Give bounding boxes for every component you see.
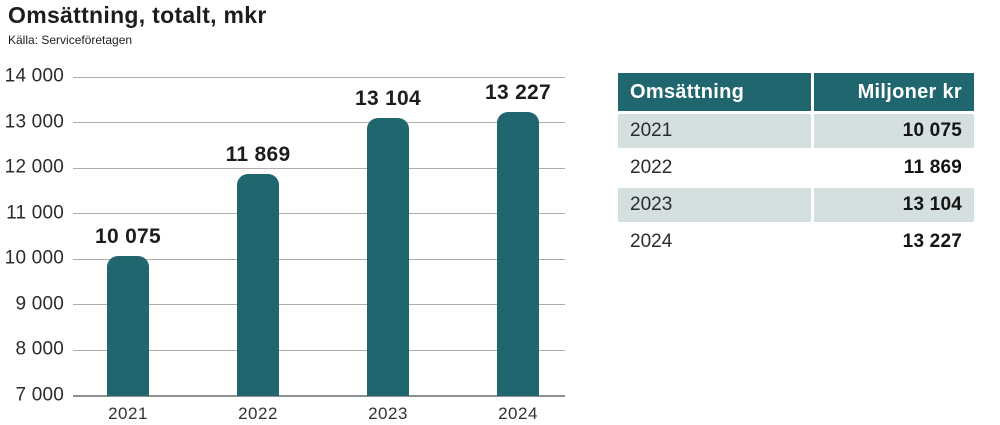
x-tick-label-2021: 2021 [108,404,148,423]
table-cell-year: 2023 [618,188,811,222]
data-table: Omsättning Miljoner kr 2021 10 075 2022 11 … [618,73,974,259]
table-cell-year: 2024 [630,231,673,252]
table-row-2023: 2023 13 104 [618,188,974,222]
y-tick-label: 9 000 [15,293,64,315]
table-header-miljoner-kr: Miljoner kr [814,73,974,111]
x-axis-baseline [73,394,565,397]
y-tick-label: 14 000 [4,65,64,87]
table-row-2024: 2024 13 227 [618,225,974,259]
gridline [73,167,565,169]
gridline [73,213,565,215]
page-title: Omsättning, totalt, mkr [8,2,267,28]
table-cell-value: 10 075 [814,114,974,148]
source-caption: Källa: Serviceföretagen [8,33,133,47]
table-cell-year: 2022 [630,157,673,178]
gridline [73,304,565,306]
bar-value-label-2022: 11 869 [225,143,291,167]
y-tick-label: 10 000 [4,247,64,269]
gridline [73,122,565,124]
y-tick-label: 11 000 [6,202,64,224]
bar-2024 [497,112,539,396]
y-tick-label: 12 000 [4,156,64,178]
column-divider [811,73,814,111]
x-axis: 2021 2022 2023 2024 [73,404,565,424]
x-tick-label-2024: 2024 [498,404,538,423]
column-divider [811,188,814,222]
bar-value-label-2023: 13 104 [354,86,422,110]
y-tick-label: 7 000 [15,384,64,406]
y-tick-label: 13 000 [4,111,64,133]
table-row-2021: 2021 10 075 [618,114,974,148]
gridline [73,349,565,351]
table-header-row: Omsättning Miljoner kr [618,73,974,111]
x-tick-label-2023: 2023 [368,404,408,423]
table-cell-value: 13 227 [902,231,962,252]
bar-value-label-2021: 10 075 [94,224,162,248]
bar-2023 [367,117,409,396]
table-row-2022: 2022 11 869 [618,151,974,185]
table-header-omsattning: Omsättning [618,73,811,111]
table-cell-value: 11 869 [903,157,962,178]
y-axis: 14 000 13 000 12 000 11 000 10 000 9 000 8 000… [0,66,64,406]
gridline [73,258,565,260]
x-tick-label-2022: 2022 [238,404,278,423]
column-divider [811,225,814,259]
bar-value-label-2024: 13 227 [484,81,552,105]
table-cell-year: 2021 [618,114,811,148]
table-cell-value: 13 104 [814,188,974,222]
table-body: 2021 10 075 2022 11 869 2023 13 104 2024 13 227 [618,114,974,259]
column-divider [811,151,814,185]
y-tick-label: 8 000 [15,338,64,360]
gridline [73,76,565,78]
bar-2021 [107,255,149,396]
bar-chart-plot-area: 10 075 11 869 13 104 13 227 [73,76,565,397]
bar-2022 [237,174,279,396]
column-divider [811,114,814,148]
